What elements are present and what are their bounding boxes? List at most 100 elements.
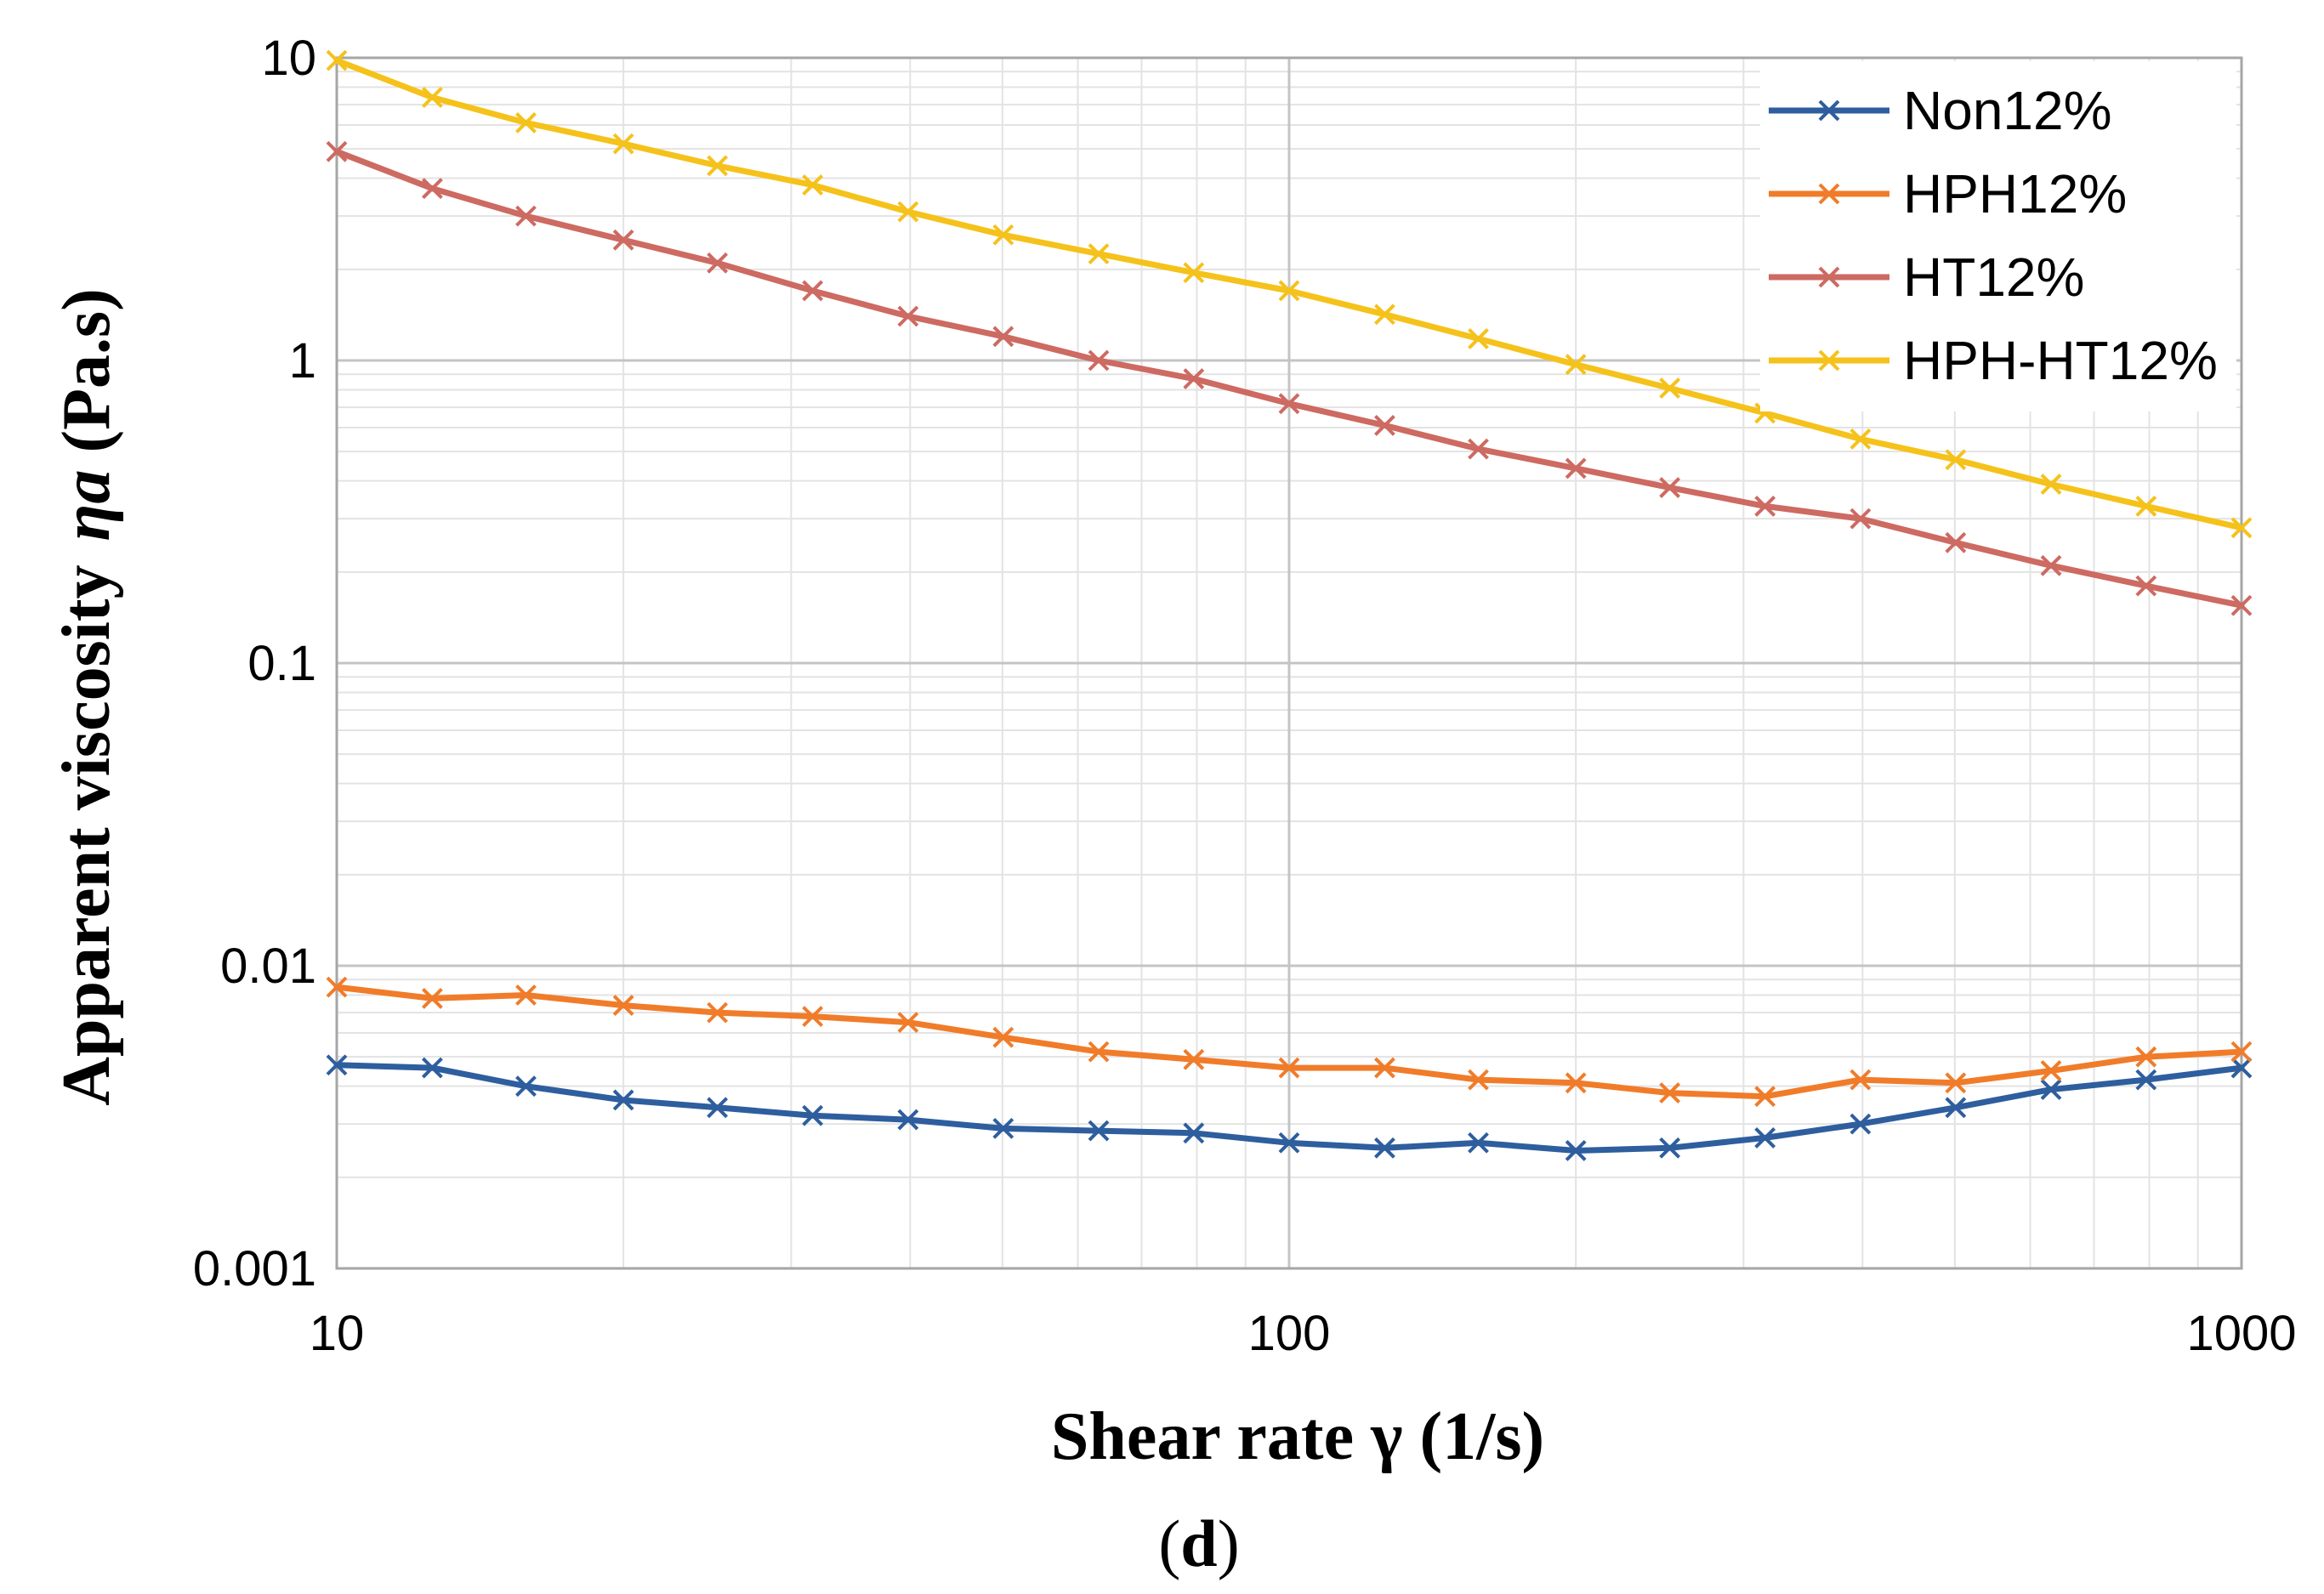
data-point-marker xyxy=(515,1075,537,1098)
data-point-marker xyxy=(1945,531,1967,553)
tick-labels: 10 100 1000 10 1 0.1 0.01 0.001 xyxy=(193,31,2297,1361)
data-point-marker xyxy=(1850,1113,1872,1135)
series-ht12- xyxy=(326,140,2253,616)
y-axis-title-text: Apparent viscosity xyxy=(49,564,124,1105)
data-point-marker xyxy=(2230,594,2253,616)
data-point-marker xyxy=(422,987,443,1009)
data-point-marker xyxy=(1659,477,1681,499)
data-point-marker xyxy=(802,280,824,302)
data-point-marker xyxy=(1565,354,1587,376)
caption-close: ) xyxy=(1218,1506,1240,1580)
data-point-marker xyxy=(612,995,634,1016)
data-point-marker xyxy=(707,1097,729,1119)
data-point-marker xyxy=(515,205,537,227)
data-point-marker xyxy=(2040,474,2062,495)
data-point-marker xyxy=(992,224,1014,246)
y-axis-title-symbol: ηa xyxy=(49,470,124,542)
data-point-marker xyxy=(1468,327,1489,349)
data-point-marker xyxy=(1374,1137,1395,1159)
data-point-marker xyxy=(1183,368,1205,389)
legend-label: HT12% xyxy=(1903,247,2084,308)
x-axis-title: Shear rate γ (1/s) xyxy=(1051,1399,1544,1474)
data-point-marker xyxy=(1565,1140,1587,1161)
data-point-marker xyxy=(1374,303,1395,326)
data-point-marker xyxy=(515,112,537,133)
data-point-marker xyxy=(2230,517,2253,539)
data-point-marker xyxy=(2230,1057,2253,1079)
data-point-marker xyxy=(992,1026,1014,1048)
data-point-marker xyxy=(1183,1122,1205,1144)
series-layer xyxy=(326,49,2253,1161)
series-hph12- xyxy=(326,976,2253,1108)
data-point-marker xyxy=(1850,428,1872,450)
legend-item: Non12% xyxy=(1769,80,2112,141)
data-point-marker xyxy=(1278,1132,1300,1154)
legend-item: HPH12% xyxy=(1769,163,2127,224)
data-point-marker xyxy=(992,326,1014,348)
x-tick-label: 1000 xyxy=(2186,1306,2296,1361)
legend-background xyxy=(1760,61,2236,411)
data-point-marker xyxy=(2135,495,2157,517)
data-point-marker xyxy=(1374,1057,1395,1079)
y-tick-label: 0.001 xyxy=(193,1241,316,1296)
data-point-marker xyxy=(612,133,634,155)
data-point-marker xyxy=(422,178,443,200)
data-point-marker xyxy=(612,229,634,251)
legend-marker xyxy=(1818,266,1840,288)
data-point-marker xyxy=(1565,457,1587,479)
data-point-marker xyxy=(1754,1127,1776,1149)
data-point-marker xyxy=(897,201,919,223)
data-point-marker xyxy=(802,1006,824,1028)
y-tick-label: 1 xyxy=(289,333,316,389)
data-point-marker xyxy=(1088,1120,1110,1142)
data-point-marker xyxy=(707,252,729,274)
data-point-marker xyxy=(1278,393,1300,415)
data-point-marker xyxy=(326,976,348,998)
data-point-marker xyxy=(422,87,443,108)
data-point-marker xyxy=(1659,377,1681,399)
data-point-marker xyxy=(1945,1072,1967,1094)
data-point-marker xyxy=(897,1012,919,1034)
data-point-marker xyxy=(802,174,824,196)
legend-item: HPH-HT12% xyxy=(1769,330,2218,391)
data-point-marker xyxy=(326,49,348,71)
data-point-marker xyxy=(326,140,348,162)
data-point-marker xyxy=(2040,1060,2062,1081)
data-point-marker xyxy=(1088,1041,1110,1063)
data-point-marker xyxy=(1374,415,1395,436)
y-tick-label: 0.01 xyxy=(220,939,316,994)
data-point-marker xyxy=(1278,280,1300,302)
legend: Non12% HPH12% HT12% HPH-HT12% xyxy=(1760,61,2236,411)
legend-label: HPH-HT12% xyxy=(1903,330,2218,391)
legend-marker xyxy=(1818,183,1840,205)
data-point-marker xyxy=(612,1089,634,1111)
data-point-marker xyxy=(897,305,919,327)
legend-marker xyxy=(1818,99,1840,122)
data-point-marker xyxy=(1468,1069,1489,1091)
caption-letter: d xyxy=(1180,1506,1217,1580)
data-point-marker xyxy=(2040,1079,2062,1100)
data-point-marker xyxy=(897,1109,919,1131)
data-point-marker xyxy=(2135,575,2157,597)
x-tick-label: 10 xyxy=(310,1306,365,1361)
data-point-marker xyxy=(1659,1082,1681,1104)
plot-area-frame xyxy=(335,56,2243,1270)
data-point-marker xyxy=(707,1001,729,1024)
data-point-marker xyxy=(1183,1048,1205,1070)
data-point-marker xyxy=(1754,495,1776,517)
series-hph-ht12- xyxy=(326,49,2253,539)
data-point-marker xyxy=(2135,1046,2157,1068)
data-point-marker xyxy=(2040,554,2062,576)
figure-caption: (d) xyxy=(1158,1506,1239,1580)
data-point-marker xyxy=(1468,438,1489,460)
y-tick-label: 10 xyxy=(261,31,316,86)
data-point-marker xyxy=(422,1057,443,1079)
legend-label: HPH12% xyxy=(1903,163,2127,224)
caption-open: ( xyxy=(1158,1506,1180,1580)
data-point-marker xyxy=(1850,508,1872,530)
data-point-marker xyxy=(1088,243,1110,265)
data-point-marker xyxy=(2230,1041,2253,1063)
legend-marker xyxy=(1818,349,1840,372)
data-point-marker xyxy=(1278,1057,1300,1079)
